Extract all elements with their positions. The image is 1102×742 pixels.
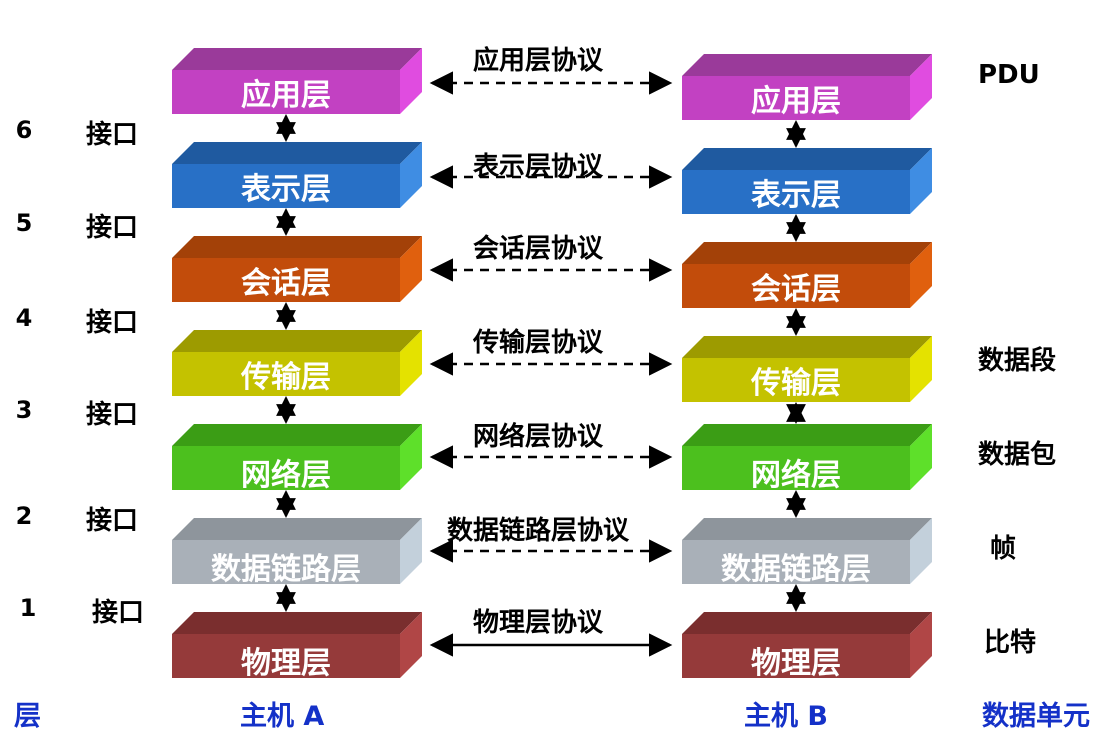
host-b-block-application-front — [682, 76, 910, 120]
host-b-block-transport — [682, 336, 932, 402]
pdu-datalink: 帧 — [990, 534, 1017, 564]
host-a-layer-presentation: 表示层 — [241, 172, 331, 207]
host-a-block-datalink-front — [172, 540, 400, 584]
host-b-block-datalink-front — [682, 540, 910, 584]
footer-layer-label: 层 — [14, 701, 41, 732]
interface-label-6: 接口 — [86, 120, 139, 150]
host-b-block-network-front — [682, 446, 910, 490]
host-a-block-network — [172, 424, 422, 490]
pdu-physical: 比特 — [984, 628, 1037, 658]
host-b-layer-transport: 传输层 — [751, 366, 841, 401]
host-b-block-datalink — [682, 518, 932, 584]
interface-number-3: 3 — [15, 396, 33, 424]
host-a-block-physical-front — [172, 634, 400, 678]
interface-label-2: 接口 — [86, 506, 139, 536]
host-b-block-presentation-side — [910, 148, 932, 214]
host-a-block-physical — [172, 612, 422, 678]
host-a-layer-application: 应用层 — [241, 78, 331, 113]
protocol-label-application: 应用层协议 — [472, 46, 603, 76]
host-a-block-application-top — [172, 48, 422, 70]
host-a-block-presentation-side — [400, 142, 422, 208]
host-a-block-physical-side — [400, 612, 422, 678]
host-a-block-network-front — [172, 446, 400, 490]
host-b-block-physical-top — [682, 612, 932, 634]
host-b-layer-physical: 物理层 — [751, 646, 841, 681]
protocol-label-network: 网络层协议 — [472, 422, 603, 452]
host-a-block-transport-top — [172, 330, 422, 352]
host-b-block-physical — [682, 612, 932, 678]
footer-unit-label: 数据单元 — [982, 701, 1090, 732]
host-a-block-session-top — [172, 236, 422, 258]
host-b-layer-network: 网络层 — [751, 458, 841, 493]
interface-number-1: 1 — [19, 594, 37, 622]
host-a-block-datalink — [172, 518, 422, 584]
interface-label-1: 接口 — [92, 598, 145, 628]
host-b-block-application-side — [910, 54, 932, 120]
host-a-block-application-front — [172, 70, 400, 114]
host-b-block-session — [682, 242, 932, 308]
host-b-block-presentation-top — [682, 148, 932, 170]
host-b-layer-datalink: 数据链路层 — [721, 552, 871, 587]
interface-number-2: 2 — [15, 502, 33, 530]
host-a-block-physical-top — [172, 612, 422, 634]
host-a-block-presentation-front — [172, 164, 400, 208]
interface-label-5: 接口 — [86, 213, 139, 243]
host-b-block-datalink-top — [682, 518, 932, 540]
pdu-network: 数据包 — [978, 440, 1057, 470]
host-b-block-application-top — [682, 54, 932, 76]
protocol-label-physical: 物理层协议 — [472, 608, 603, 638]
host-a-layer-physical: 物理层 — [241, 646, 331, 681]
host-a-layer-session: 会话层 — [241, 266, 331, 301]
host-b-block-physical-front — [682, 634, 910, 678]
host-b-block-physical-side — [910, 612, 932, 678]
host-a-block-datalink-side — [400, 518, 422, 584]
host-a-block-transport — [172, 330, 422, 396]
host-a-block-application-side — [400, 48, 422, 114]
host-b-block-transport-side — [910, 336, 932, 402]
host-b-block-presentation-front — [682, 170, 910, 214]
host-b-block-transport-front — [682, 358, 910, 402]
footer-host-b: 主机 B — [744, 701, 828, 732]
host-b-layer-application: 应用层 — [751, 84, 841, 119]
host-a-layer-network: 网络层 — [241, 458, 331, 493]
host-b-layer-presentation: 表示层 — [751, 178, 841, 213]
interface-number-6: 6 — [15, 116, 33, 144]
protocol-label-presentation: 表示层协议 — [472, 152, 603, 182]
interface-label-4: 接口 — [86, 308, 139, 338]
host-a-block-session — [172, 236, 422, 302]
host-a-layer-transport: 传输层 — [241, 360, 331, 395]
host-a-block-session-front — [172, 258, 400, 302]
host-b-block-session-side — [910, 242, 932, 308]
footer-host-a: 主机 A — [240, 701, 325, 732]
host-a-block-session-side — [400, 236, 422, 302]
host-b-block-presentation — [682, 148, 932, 214]
protocol-label-transport: 传输层协议 — [472, 328, 603, 358]
pdu-application: PDU — [978, 60, 1040, 90]
host-b-block-session-top — [682, 242, 932, 264]
host-a-block-transport-front — [172, 352, 400, 396]
host-b-block-datalink-side — [910, 518, 932, 584]
host-b-block-network-side — [910, 424, 932, 490]
host-b-layer-session: 会话层 — [751, 272, 841, 307]
host-b-block-session-front — [682, 264, 910, 308]
protocol-label-session: 会话层协议 — [472, 234, 603, 264]
interface-label-3: 接口 — [86, 400, 139, 430]
protocol-label-datalink: 数据链路层协议 — [446, 516, 629, 546]
host-b-block-transport-top — [682, 336, 932, 358]
interface-number-5: 5 — [15, 209, 33, 237]
host-b-block-application — [682, 54, 932, 120]
host-a-block-application — [172, 48, 422, 114]
host-a-block-presentation — [172, 142, 422, 208]
host-a-block-network-side — [400, 424, 422, 490]
interface-number-4: 4 — [15, 304, 33, 332]
host-a-block-transport-side — [400, 330, 422, 396]
host-a-block-network-top — [172, 424, 422, 446]
pdu-transport: 数据段 — [978, 346, 1057, 376]
host-a-layer-datalink: 数据链路层 — [211, 552, 361, 587]
host-b-block-network — [682, 424, 932, 490]
host-a-block-presentation-top — [172, 142, 422, 164]
host-b-block-network-top — [682, 424, 932, 446]
host-a-block-datalink-top — [172, 518, 422, 540]
